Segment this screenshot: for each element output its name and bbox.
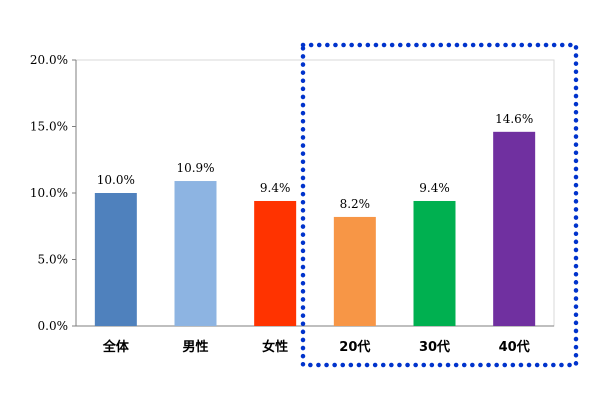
- bar: [174, 181, 217, 326]
- data-label: 14.6%: [495, 112, 533, 126]
- category-label: 40代: [499, 339, 530, 355]
- data-label: 10.9%: [176, 161, 214, 175]
- y-tick-label: 10.0%: [30, 186, 68, 200]
- highlight-dotted-box: [300, 42, 579, 368]
- category-label: 全体: [102, 339, 130, 355]
- category-label: 男性: [182, 339, 208, 355]
- bar: [493, 131, 536, 326]
- bar: [413, 200, 456, 326]
- data-label: 9.4%: [419, 181, 450, 195]
- y-tick-label: 0.0%: [38, 319, 69, 333]
- y-tick-label: 5.0%: [38, 253, 69, 267]
- bar: [333, 216, 376, 326]
- plot-area-frame: [75, 59, 555, 327]
- y-tick-label: 15.0%: [30, 120, 68, 134]
- bar: [254, 200, 297, 326]
- data-label: 9.4%: [260, 181, 291, 195]
- y-tick-label: 20.0%: [30, 53, 68, 67]
- category-label: 30代: [419, 339, 450, 355]
- bar: [94, 193, 137, 326]
- data-label: 10.0%: [97, 173, 135, 187]
- data-label: 8.2%: [340, 197, 371, 211]
- category-label: 20代: [339, 339, 370, 355]
- category-label: 女性: [262, 339, 288, 355]
